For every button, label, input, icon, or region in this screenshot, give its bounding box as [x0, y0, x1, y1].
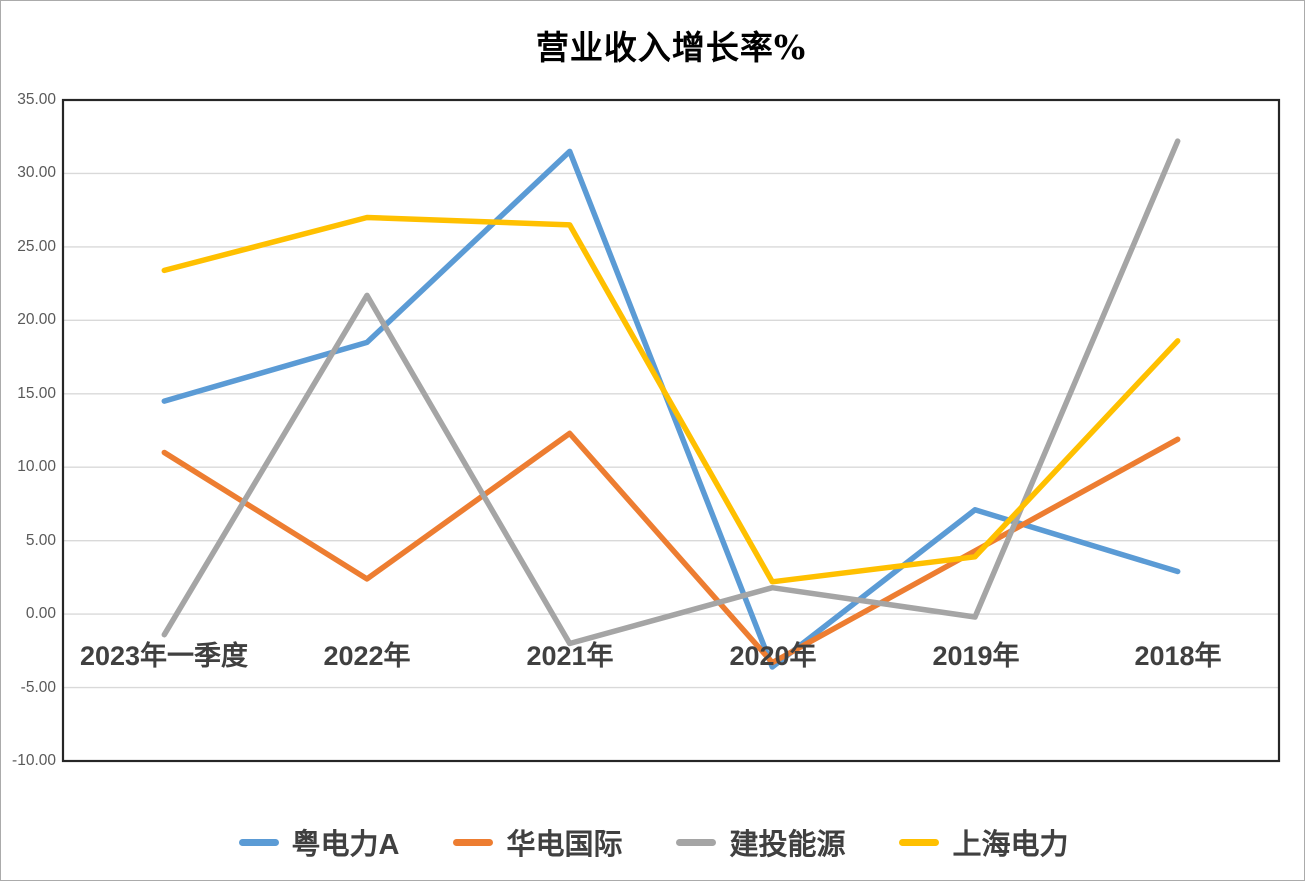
y-tick-label: 20.00	[17, 311, 56, 328]
y-tick-label: 5.00	[25, 532, 56, 549]
legend-item: 上海电力	[899, 821, 1069, 863]
x-tick-label: 2021年	[526, 641, 614, 671]
chart-title: 营业收入增长率%	[535, 28, 807, 67]
x-tick-label: 2019年	[932, 641, 1020, 671]
y-tick-label: 0.00	[25, 605, 56, 622]
legend-label: 粤电力A	[291, 829, 400, 861]
legend-line-swatch	[453, 838, 494, 846]
legend-item: 粤电力A	[238, 821, 400, 863]
x-tick-label: 2020年	[729, 641, 817, 671]
legend-item: 华电国际	[453, 821, 622, 863]
legend-line-swatch	[238, 838, 279, 846]
x-tick-label: 2022年	[323, 641, 411, 671]
y-tick-label: 30.00	[17, 164, 56, 181]
legend-label: 上海电力	[952, 829, 1069, 861]
y-tick-label: 25.00	[17, 238, 56, 255]
plot-border	[61, 98, 1281, 763]
x-tick-label: 2023年一季度	[79, 641, 249, 671]
y-tick-label: -10.00	[12, 752, 56, 769]
legend-line-swatch	[899, 838, 940, 846]
legend: 粤电力A 华电国际 建投能源 上海电力	[1, 821, 1304, 863]
legend-label: 建投能源	[729, 829, 846, 861]
legend-item: 建投能源	[676, 821, 845, 863]
legend-label: 华电国际	[506, 829, 623, 861]
legend-line-swatch	[676, 838, 717, 846]
y-tick-label: 10.00	[17, 458, 56, 475]
series-line-3	[161, 214, 1181, 585]
x-tick-label: 2018年	[1134, 641, 1222, 671]
y-tick-label: 35.00	[17, 91, 56, 108]
y-tick-label: -5.00	[20, 679, 56, 696]
y-tick-label: 15.00	[17, 385, 56, 402]
series-line-2	[161, 138, 1181, 647]
